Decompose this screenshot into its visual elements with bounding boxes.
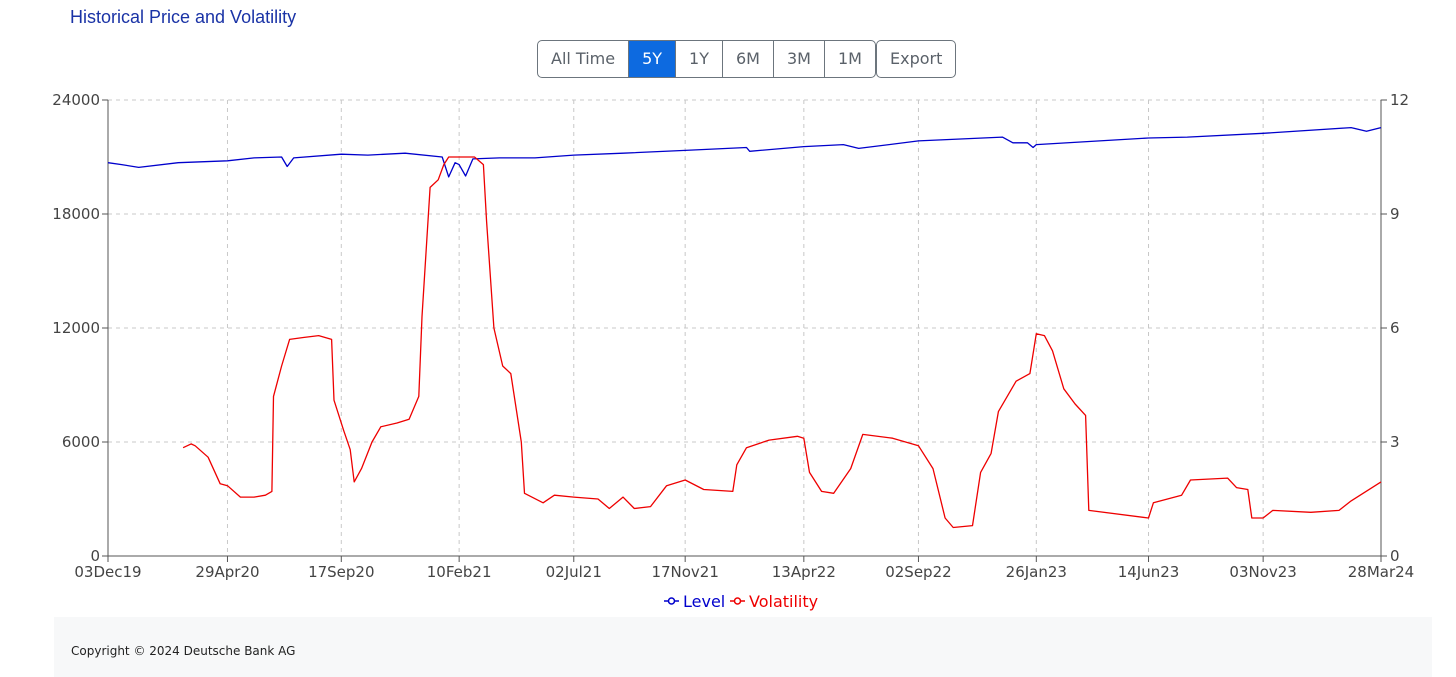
right-axis-tick-label: 9 bbox=[1390, 205, 1400, 223]
right-axis-tick-label: 6 bbox=[1390, 319, 1400, 337]
legend-label-level: Level bbox=[683, 592, 725, 611]
left-axis-tick-label: 18000 bbox=[52, 205, 100, 223]
x-axis-tick-label: 29Apr20 bbox=[195, 563, 259, 581]
left-axis-tick-label: 6000 bbox=[62, 433, 100, 451]
left-axis-tick-label: 24000 bbox=[52, 91, 100, 109]
right-axis-tick-label: 0 bbox=[1390, 547, 1400, 565]
range-button-3m[interactable]: 3M bbox=[774, 41, 825, 77]
legend-marker-level bbox=[667, 597, 676, 605]
x-axis-tick-label: 13Apr22 bbox=[772, 563, 836, 581]
range-button-1m[interactable]: 1M bbox=[837, 49, 862, 68]
x-axis-tick-label: 02Jul21 bbox=[546, 563, 602, 581]
footer: Copyright © 2024 Deutsche Bank AG bbox=[54, 617, 1432, 677]
volatility-series-line bbox=[182, 156, 1382, 529]
range-button-1y[interactable]: 1Y bbox=[676, 41, 723, 77]
price-volatility-chart: 0 6000 12000 18000 24000 0 3 6 9 12 03Dec19 29Apr20… bbox=[52, 91, 1414, 611]
x-axis-tick-label: 10Feb21 bbox=[427, 563, 492, 581]
level-series-line bbox=[107, 126, 1382, 178]
legend-label-volatility: Volatility bbox=[749, 592, 818, 611]
legend-marker-volatility bbox=[733, 597, 742, 605]
x-axis-tick-label: 26Jan23 bbox=[1006, 563, 1067, 581]
x-axis-tick-label: 02Sep22 bbox=[885, 563, 951, 581]
x-axis-tick-label: 03Dec19 bbox=[74, 563, 141, 581]
range-button-all-time[interactable]: All Time bbox=[538, 41, 630, 77]
range-button-group: All Time 5Y 1Y 6M 3M 1M bbox=[537, 40, 876, 78]
range-button-6m[interactable]: 6M bbox=[723, 41, 774, 77]
right-axis-tick-label: 12 bbox=[1390, 91, 1409, 109]
left-axis-tick-label: 0 bbox=[90, 547, 100, 565]
x-axis-tick-label: 03Nov23 bbox=[1229, 563, 1296, 581]
x-axis-tick-label: 28Mar24 bbox=[1348, 563, 1414, 581]
export-button[interactable]: Export bbox=[876, 40, 957, 78]
x-axis-tick-label: 17Nov21 bbox=[651, 563, 718, 581]
right-axis-tick-label: 3 bbox=[1390, 433, 1400, 451]
left-axis-tick-label: 12000 bbox=[52, 319, 100, 337]
copyright-text: Copyright © 2024 Deutsche Bank AG bbox=[71, 644, 296, 658]
chart-title: Historical Price and Volatility bbox=[70, 7, 297, 27]
x-axis-tick-label: 17Sep20 bbox=[308, 563, 374, 581]
x-axis-tick-label: 14Jun23 bbox=[1118, 563, 1180, 581]
range-button-5y[interactable]: 5Y bbox=[629, 41, 677, 77]
